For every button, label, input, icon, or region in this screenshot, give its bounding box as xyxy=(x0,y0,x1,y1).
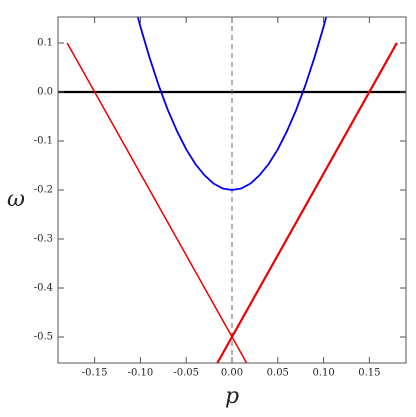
x-tick-label: -0.15 xyxy=(82,368,108,379)
y-tick-label: -0.1 xyxy=(34,135,53,146)
y-tick-label: 0.1 xyxy=(37,37,53,48)
x-tick-label: -0.10 xyxy=(128,368,154,379)
y-tick-label: -0.3 xyxy=(34,234,53,245)
y-tick-label: -0.2 xyxy=(34,185,53,196)
plot-area xyxy=(58,17,406,363)
y-tick-label: -0.5 xyxy=(34,332,53,343)
y-axis-label: ω xyxy=(7,187,25,212)
x-axis-label: p xyxy=(225,384,239,409)
x-tick-label: 0.05 xyxy=(267,368,289,379)
x-tick-label: 0.15 xyxy=(358,368,380,379)
curve xyxy=(216,42,398,363)
x-tick-label: 0.10 xyxy=(312,368,334,379)
curve xyxy=(136,17,328,191)
y-tick-label: 0.0 xyxy=(37,86,53,97)
y-tick-label: -0.4 xyxy=(34,283,53,294)
x-tick-label: -0.05 xyxy=(173,368,199,379)
x-tick-label: 0.00 xyxy=(221,368,243,379)
curve xyxy=(66,42,248,363)
